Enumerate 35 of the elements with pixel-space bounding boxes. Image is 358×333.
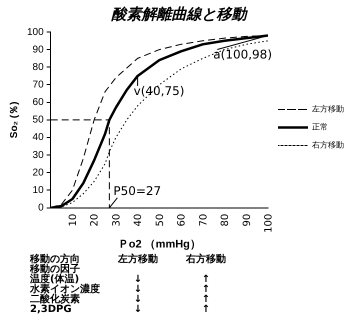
chart-title: 酸素解離曲線と移動 <box>110 4 248 23</box>
annotation: P50=27 <box>113 184 162 198</box>
x-tick-label: 40 <box>133 214 144 227</box>
x-tick-label: 30 <box>111 214 122 227</box>
y-tick-label: 40 <box>32 132 44 144</box>
text: 移動の方向 左方移動 右方移動 <box>30 254 226 265</box>
x-tick-label: 50 <box>154 214 166 227</box>
x-tick-label: 10 <box>68 214 80 227</box>
text: 水素イオン濃度 ↓ ↑ <box>30 284 210 295</box>
y-tick-label: 20 <box>32 167 44 178</box>
text: 2,3DPG ↓ ↑ <box>30 304 210 315</box>
legend-label: 正常 <box>312 122 328 132</box>
x-tick-label: 100 <box>264 214 275 233</box>
y-tick-label: 100 <box>26 26 44 38</box>
x-axis-title: Ｐo2 （mmHg） <box>118 238 201 250</box>
legend-label: 右方移動 <box>312 140 344 150</box>
y-tick-label: 80 <box>32 62 44 73</box>
x-tick-label: 20 <box>90 214 101 227</box>
y-tick-label: 60 <box>32 97 44 108</box>
x-tick-label: 60 <box>176 214 188 227</box>
y-tick-label: 30 <box>32 150 44 161</box>
y-tick-label: 90 <box>32 44 44 56</box>
x-tick-label: 70 <box>198 214 210 227</box>
annotation: a(100,98) <box>213 48 272 62</box>
legend-label: 左方移動 <box>312 104 344 114</box>
text: 移動の因子 <box>28 264 81 275</box>
y-tick-label: 70 <box>32 79 44 90</box>
y-tick-label: 0 <box>38 202 44 214</box>
y-tick-label: 10 <box>32 184 44 196</box>
y-tick-label: 50 <box>32 114 44 126</box>
x-tick-label: 80 <box>220 214 232 227</box>
text: 二酸化炭素 ↓ ↑ <box>30 294 210 305</box>
x-tick-label: 90 <box>242 214 253 227</box>
annotation: v(40,75) <box>134 84 184 98</box>
y-axis-title: So₂ (％) <box>8 102 20 138</box>
